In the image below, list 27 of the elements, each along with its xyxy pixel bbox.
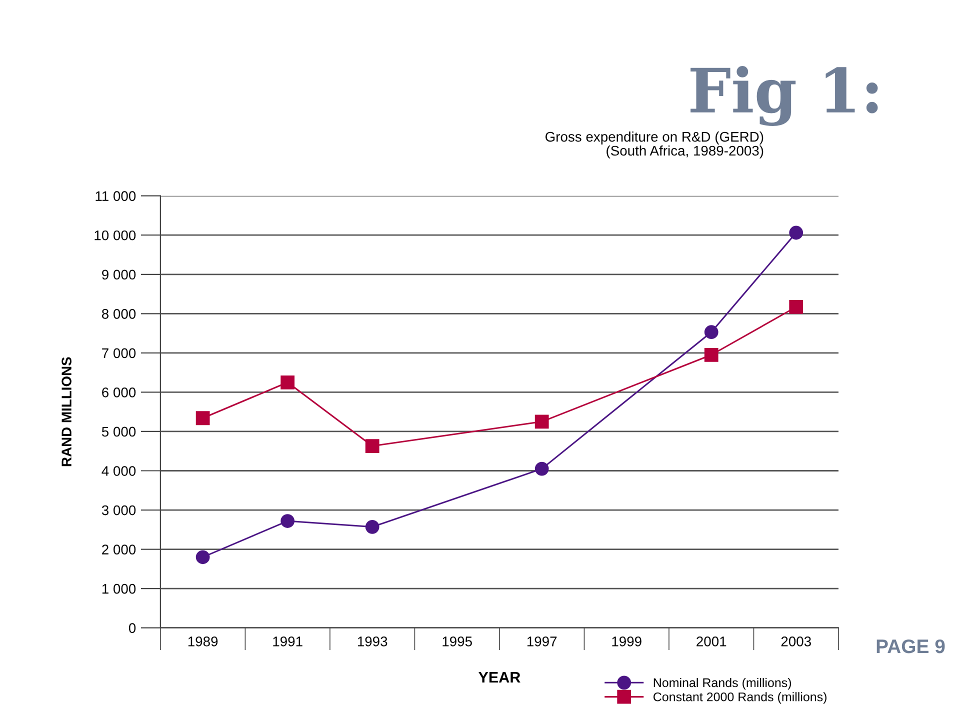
y-axis-title: RAND MILLIONS xyxy=(62,357,72,466)
x-axis-title: YEAR xyxy=(478,672,520,683)
y-tick-label: 3 000 xyxy=(102,505,136,516)
x-tick-label: 2003 xyxy=(781,636,811,646)
x-tick-label: 2001 xyxy=(696,636,726,646)
legend-label: Nominal Rands (millions) xyxy=(654,678,792,690)
y-tick-label: 7 000 xyxy=(102,348,136,358)
y-tick-label: 1 000 xyxy=(102,584,136,594)
y-tick-label: 6 000 xyxy=(102,388,136,398)
y-tick-label: 9 000 xyxy=(102,270,136,280)
x-tick-label: 1993 xyxy=(358,636,388,646)
chart-subtitle: Gross expenditure on R&D (GERD) (South Africa, 1989-2003) xyxy=(545,132,764,158)
x-tick-label: 1991 xyxy=(273,636,302,646)
legend-label: Constant 2000 Rands (millions) xyxy=(653,692,826,704)
y-tick-label: 2 000 xyxy=(102,544,136,554)
chart-title: Fig 1: xyxy=(690,66,878,126)
x-tick-label: 1997 xyxy=(527,636,557,646)
y-tick-label: 8 000 xyxy=(102,308,136,319)
y-tick-label: 4 000 xyxy=(102,466,136,476)
y-tick-label: 10 000 xyxy=(94,230,136,240)
y-tick-label: 5 000 xyxy=(102,426,136,437)
y-tick-label: 0 xyxy=(128,623,136,634)
x-tick-label: 1999 xyxy=(612,636,642,646)
y-tick-label: 11 000 xyxy=(96,191,136,202)
x-tick-label: 1995 xyxy=(442,636,472,646)
x-tick-label: 1989 xyxy=(188,636,218,646)
text: PAGE 9 xyxy=(876,639,945,654)
